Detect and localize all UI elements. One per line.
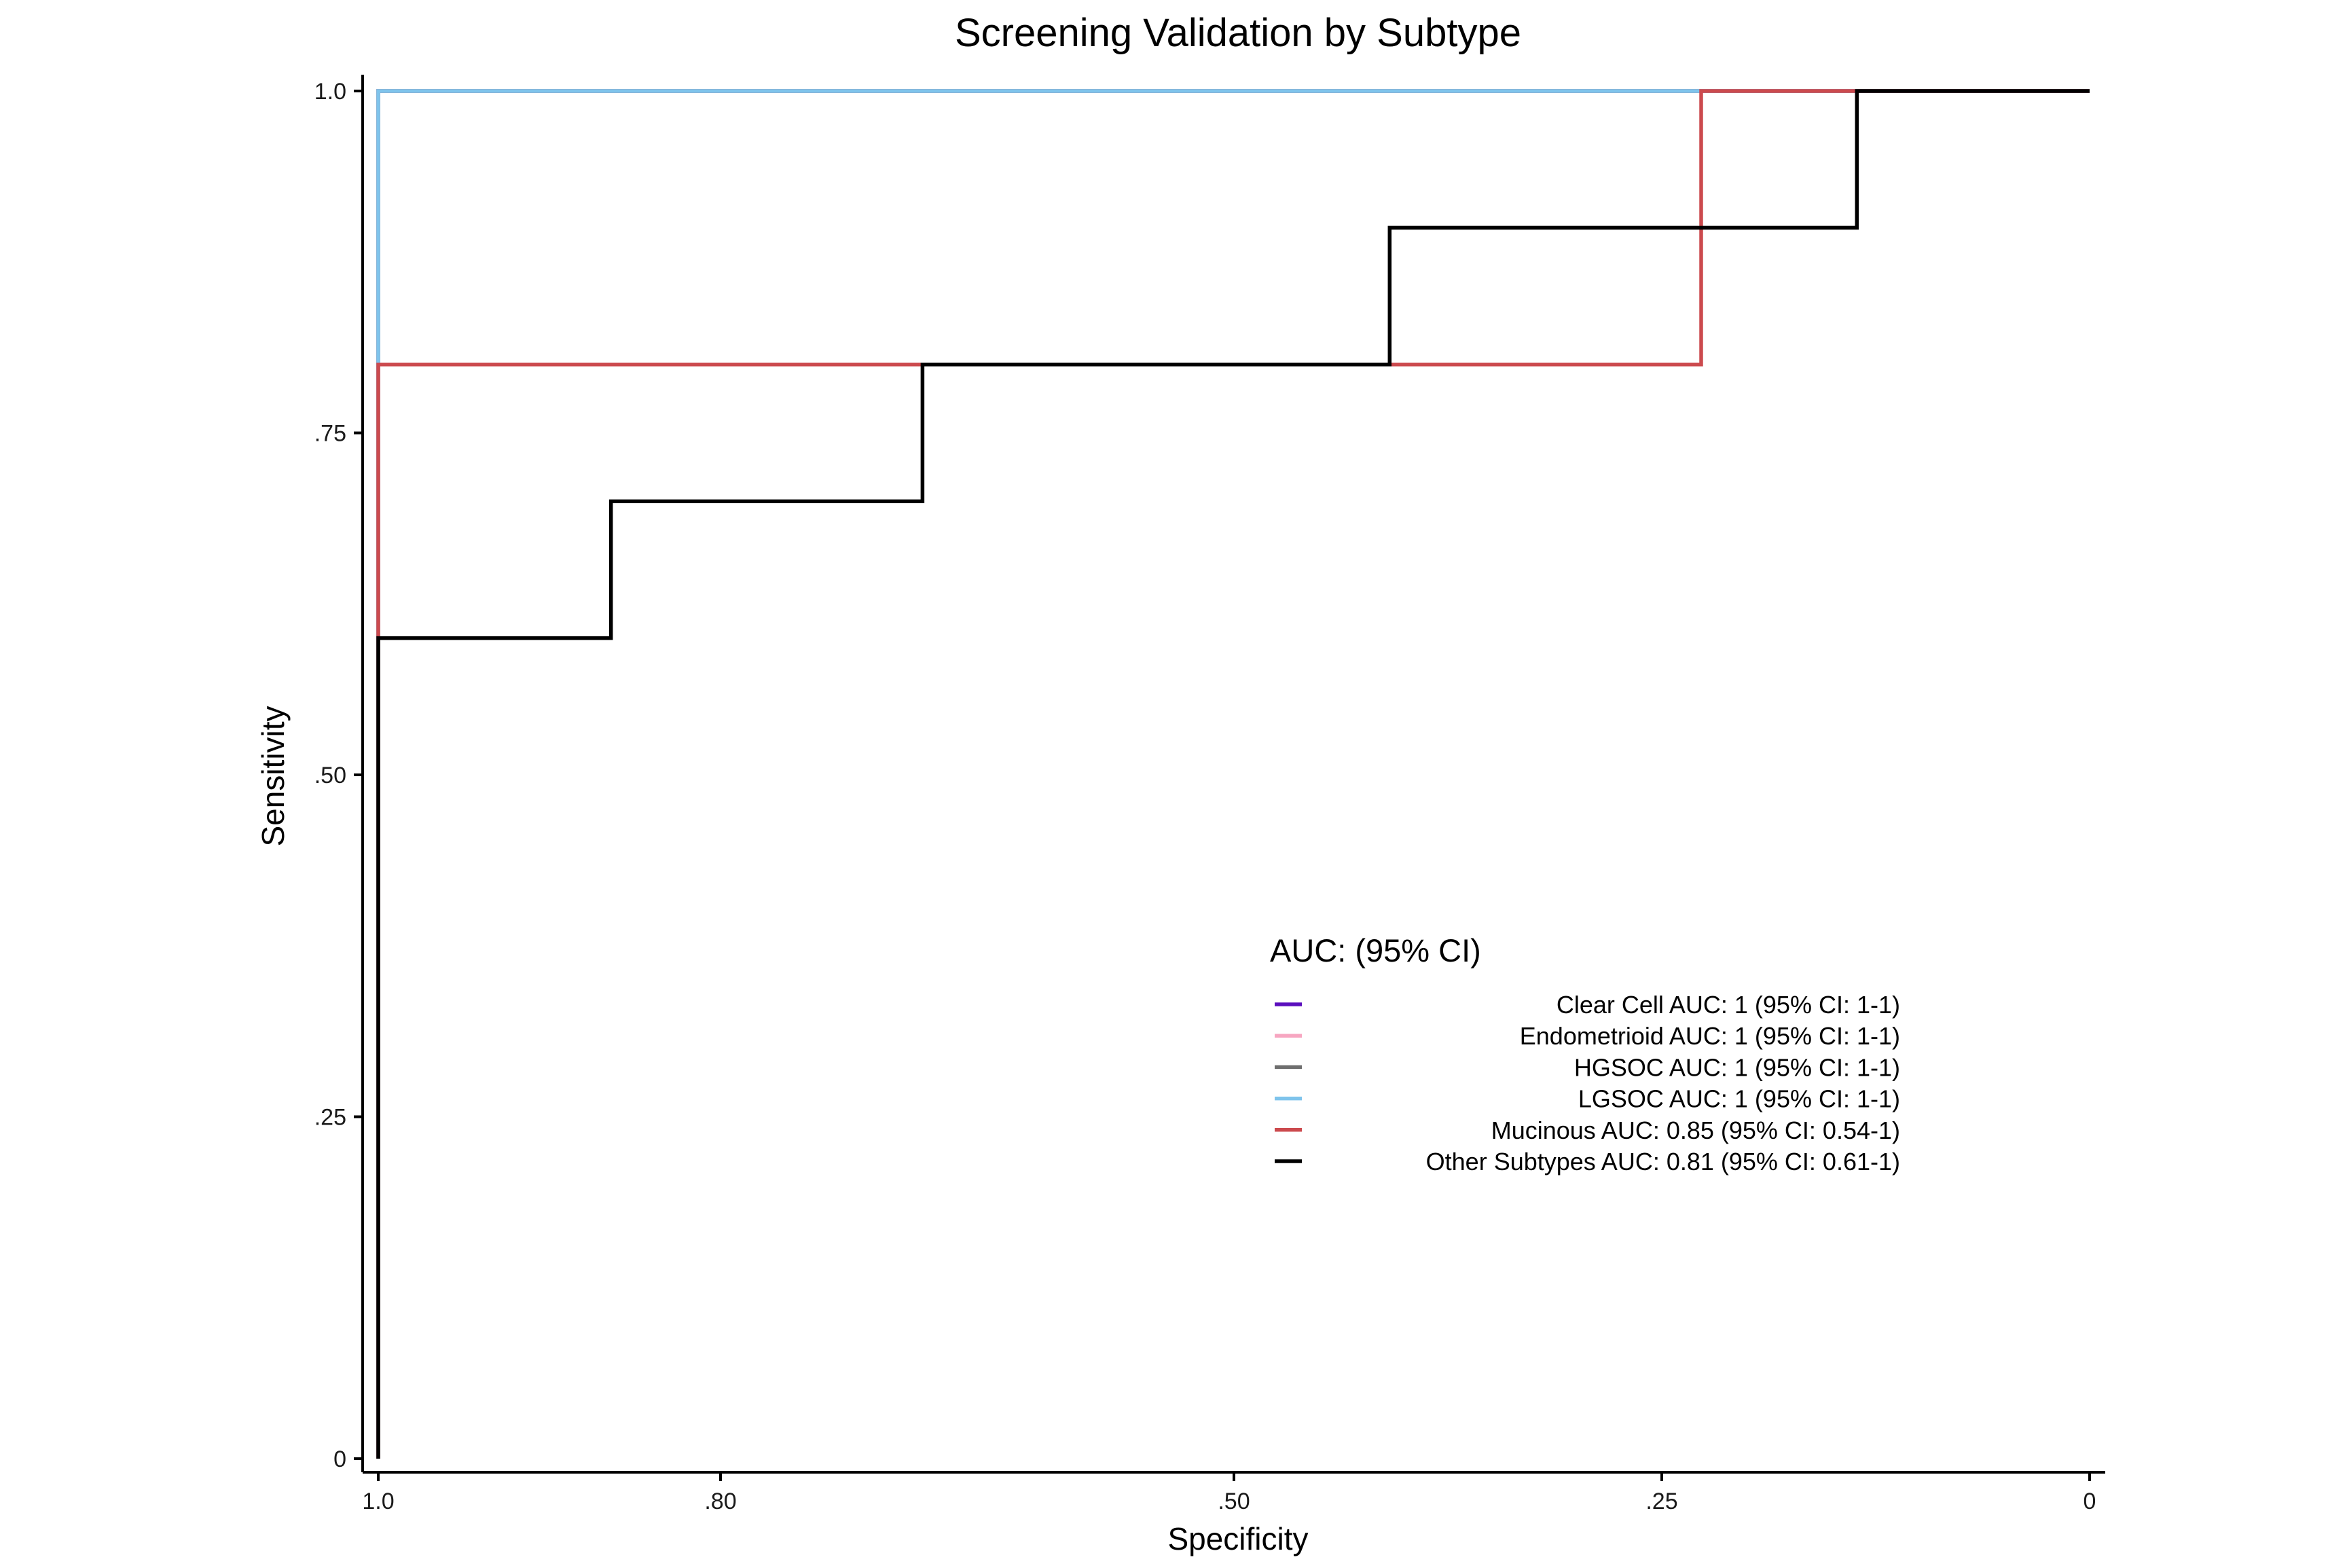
legend-label-hgsoc: HGSOC AUC: 1 (95% CI: 1-1) <box>1574 1053 1900 1081</box>
y-tick-label-4: 1.0 <box>314 79 346 105</box>
legend-label-endometrioid: Endometrioid AUC: 1 (95% CI: 1-1) <box>1520 1022 1900 1050</box>
y-tick-label-2: .50 <box>314 763 346 788</box>
legend-title: AUC: (95% CI) <box>1270 932 1481 968</box>
series-line-endometrioid <box>376 89 2090 1459</box>
y-tick-label-0: 0 <box>333 1446 346 1472</box>
axes-layer <box>361 75 2105 1474</box>
legend-label-lgsoc: LGSOC AUC: 1 (95% CI: 1-1) <box>1578 1085 1900 1113</box>
x-tick-label-1: .80 <box>704 1489 736 1514</box>
x-tick-label-0: 1.0 <box>362 1489 394 1514</box>
y-axis-title: Sensitivity <box>255 706 291 846</box>
legend-item-clear-cell: Clear Cell AUC: 1 (95% CI: 1-1) <box>1275 991 1900 1019</box>
series-line-hgsoc <box>376 89 2090 1459</box>
legend-item-endometrioid: Endometrioid AUC: 1 (95% CI: 1-1) <box>1275 1022 1900 1050</box>
y-tick-label-3: .75 <box>314 421 346 447</box>
series-layer <box>376 89 2090 1459</box>
legend-item-other-subtypes: Other Subtypes AUC: 0.81 (95% CI: 0.61-1… <box>1275 1148 1900 1175</box>
series-line-clear-cell <box>376 89 2090 1459</box>
y-axis-ticks: 0 .25 .50 .75 1.0 <box>314 79 363 1472</box>
legend-item-mucinous: Mucinous AUC: 0.85 (95% CI: 0.54-1) <box>1275 1116 1900 1144</box>
x-axis-title: Specificity <box>1167 1521 1308 1556</box>
series-line-mucinous <box>376 89 2090 1459</box>
legend-label-mucinous: Mucinous AUC: 0.85 (95% CI: 0.54-1) <box>1491 1116 1900 1144</box>
x-tick-label-3: .25 <box>1645 1489 1677 1514</box>
chart-title: Screening Validation by Subtype <box>955 11 1521 55</box>
legend-label-other-subtypes: Other Subtypes AUC: 0.81 (95% CI: 0.61-1… <box>1426 1148 1900 1175</box>
legend-item-hgsoc: HGSOC AUC: 1 (95% CI: 1-1) <box>1275 1053 1900 1081</box>
x-axis-ticks: 1.0 .80 .50 .25 0 <box>362 1472 2096 1514</box>
legend-item-lgsoc: LGSOC AUC: 1 (95% CI: 1-1) <box>1275 1085 1900 1113</box>
legend-label-clear-cell: Clear Cell AUC: 1 (95% CI: 1-1) <box>1557 991 1900 1019</box>
series-line-other-subtypes <box>376 89 2090 1459</box>
x-tick-label-2: .50 <box>1218 1489 1250 1514</box>
legend: AUC: (95% CI) Clear Cell AUC: 1 (95% CI:… <box>1270 932 1900 1175</box>
legend-items: Clear Cell AUC: 1 (95% CI: 1-1) Endometri… <box>1275 991 1900 1175</box>
x-tick-label-4: 0 <box>2084 1489 2096 1514</box>
series-line-lgsoc <box>376 89 2090 1459</box>
y-tick-label-1: .25 <box>314 1105 346 1131</box>
